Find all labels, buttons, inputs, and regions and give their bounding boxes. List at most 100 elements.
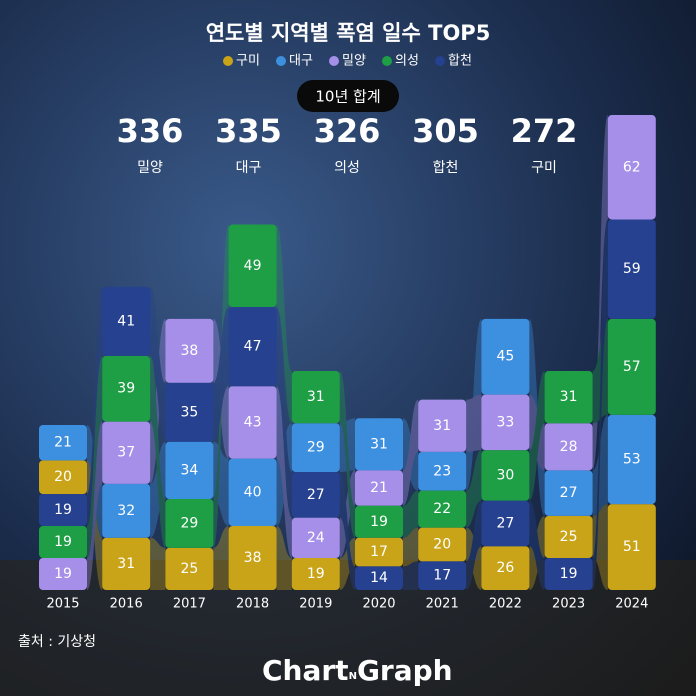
- bar-segment: [228, 224, 277, 308]
- bar-segment: [607, 414, 656, 505]
- x-tick-label: 2017: [173, 597, 206, 612]
- ribbon: [466, 450, 482, 528]
- ribbon: [403, 561, 419, 590]
- x-tick-label: 2023: [552, 597, 585, 612]
- total-name: 구미: [531, 160, 557, 176]
- legend-label: 의성: [395, 54, 419, 69]
- data-label: 29: [180, 515, 198, 531]
- ribbon: [276, 386, 292, 558]
- ribbon: [150, 286, 166, 442]
- data-label: 27: [496, 515, 514, 531]
- bar-segment: [355, 537, 403, 567]
- data-label: 31: [370, 436, 388, 452]
- brand-part: Chart: [262, 654, 349, 687]
- x-tick-label: 2016: [110, 597, 143, 612]
- bar-segment: [291, 517, 340, 558]
- data-label: 49: [244, 258, 262, 274]
- data-label: 20: [433, 537, 451, 553]
- bar-segment: [165, 382, 214, 442]
- legend-label: 합천: [448, 54, 472, 69]
- totals-pill: [297, 80, 399, 112]
- ribbon: [339, 470, 355, 558]
- bar-segment: [418, 490, 467, 528]
- bar-segment: [102, 537, 151, 590]
- bar-segment: [291, 558, 340, 590]
- ribbon: [592, 504, 608, 590]
- bar-segment: [39, 424, 87, 461]
- bar-segment: [355, 470, 403, 506]
- ribbon: [529, 515, 545, 590]
- data-label: 53: [623, 451, 641, 467]
- data-label: 19: [54, 566, 72, 582]
- data-label: 45: [496, 349, 514, 365]
- ribbon: [213, 224, 229, 548]
- data-label: 19: [370, 514, 388, 530]
- ribbon: [150, 318, 166, 484]
- data-label: 27: [560, 485, 578, 501]
- data-label: 38: [180, 343, 198, 359]
- ribbon: [213, 441, 229, 526]
- data-label: 26: [496, 560, 514, 576]
- ribbon: [592, 318, 608, 424]
- bar-segment: [291, 371, 340, 424]
- bar-segment: [607, 115, 656, 220]
- bar-segment: [355, 418, 403, 471]
- data-label: 35: [180, 404, 198, 420]
- totals-label: 10년 합계: [315, 88, 380, 106]
- total-value: 335: [215, 112, 282, 150]
- x-tick-label: 2015: [46, 597, 79, 612]
- ribbon: [276, 423, 292, 526]
- bar-segment: [228, 458, 277, 526]
- bar-segment: [481, 500, 530, 547]
- data-label: 19: [54, 502, 72, 518]
- bar-segment: [418, 399, 467, 452]
- data-label: 19: [54, 534, 72, 550]
- data-label: 33: [496, 414, 514, 430]
- data-label: 34: [180, 462, 198, 478]
- data-label: 19: [560, 566, 578, 582]
- ribbon: [403, 399, 419, 506]
- brand-part: Graph: [357, 654, 453, 687]
- ribbons: [87, 115, 608, 590]
- ribbon: [213, 318, 229, 459]
- data-label: 23: [433, 463, 451, 479]
- data-label: 32: [117, 503, 135, 519]
- data-label: 22: [433, 501, 451, 517]
- bar-segment: [481, 450, 530, 501]
- bar-segment: [165, 547, 214, 590]
- total-name: 대구: [236, 160, 262, 176]
- ribbon: [276, 224, 292, 424]
- bar-segment: [39, 494, 87, 526]
- ribbon: [592, 414, 608, 516]
- bar-segment: [102, 355, 151, 422]
- ribbon: [339, 371, 355, 538]
- legend-label: 대구: [289, 54, 313, 69]
- data-label: 47: [244, 339, 262, 355]
- data-label: 62: [623, 159, 641, 175]
- data-label: 31: [307, 389, 325, 405]
- chart-title: 연도별 지역별 폭염 일수 TOP5: [206, 21, 491, 45]
- data-label: 21: [370, 480, 388, 496]
- ribbon: [150, 441, 166, 538]
- ribbon: [403, 490, 419, 538]
- ribbon: [276, 526, 292, 590]
- bar-segment: [355, 566, 403, 590]
- data-label: 43: [244, 414, 262, 430]
- ribbon: [339, 472, 355, 590]
- bar-segment: [165, 499, 214, 548]
- ribbon: [403, 418, 419, 491]
- bar-segment: [39, 526, 87, 558]
- total-value: 305: [412, 112, 479, 150]
- legend-label: 밀양: [342, 54, 366, 69]
- ribbon: [403, 527, 419, 567]
- ribbon: [213, 526, 229, 590]
- ribbon: [87, 424, 103, 538]
- data-label: 25: [180, 561, 198, 577]
- ribbon: [466, 500, 482, 590]
- ribbon: [592, 219, 608, 590]
- bar-segment: [291, 423, 340, 473]
- x-tick-label: 2019: [299, 597, 332, 612]
- bar-segment: [39, 558, 87, 590]
- ribbon: [466, 527, 482, 590]
